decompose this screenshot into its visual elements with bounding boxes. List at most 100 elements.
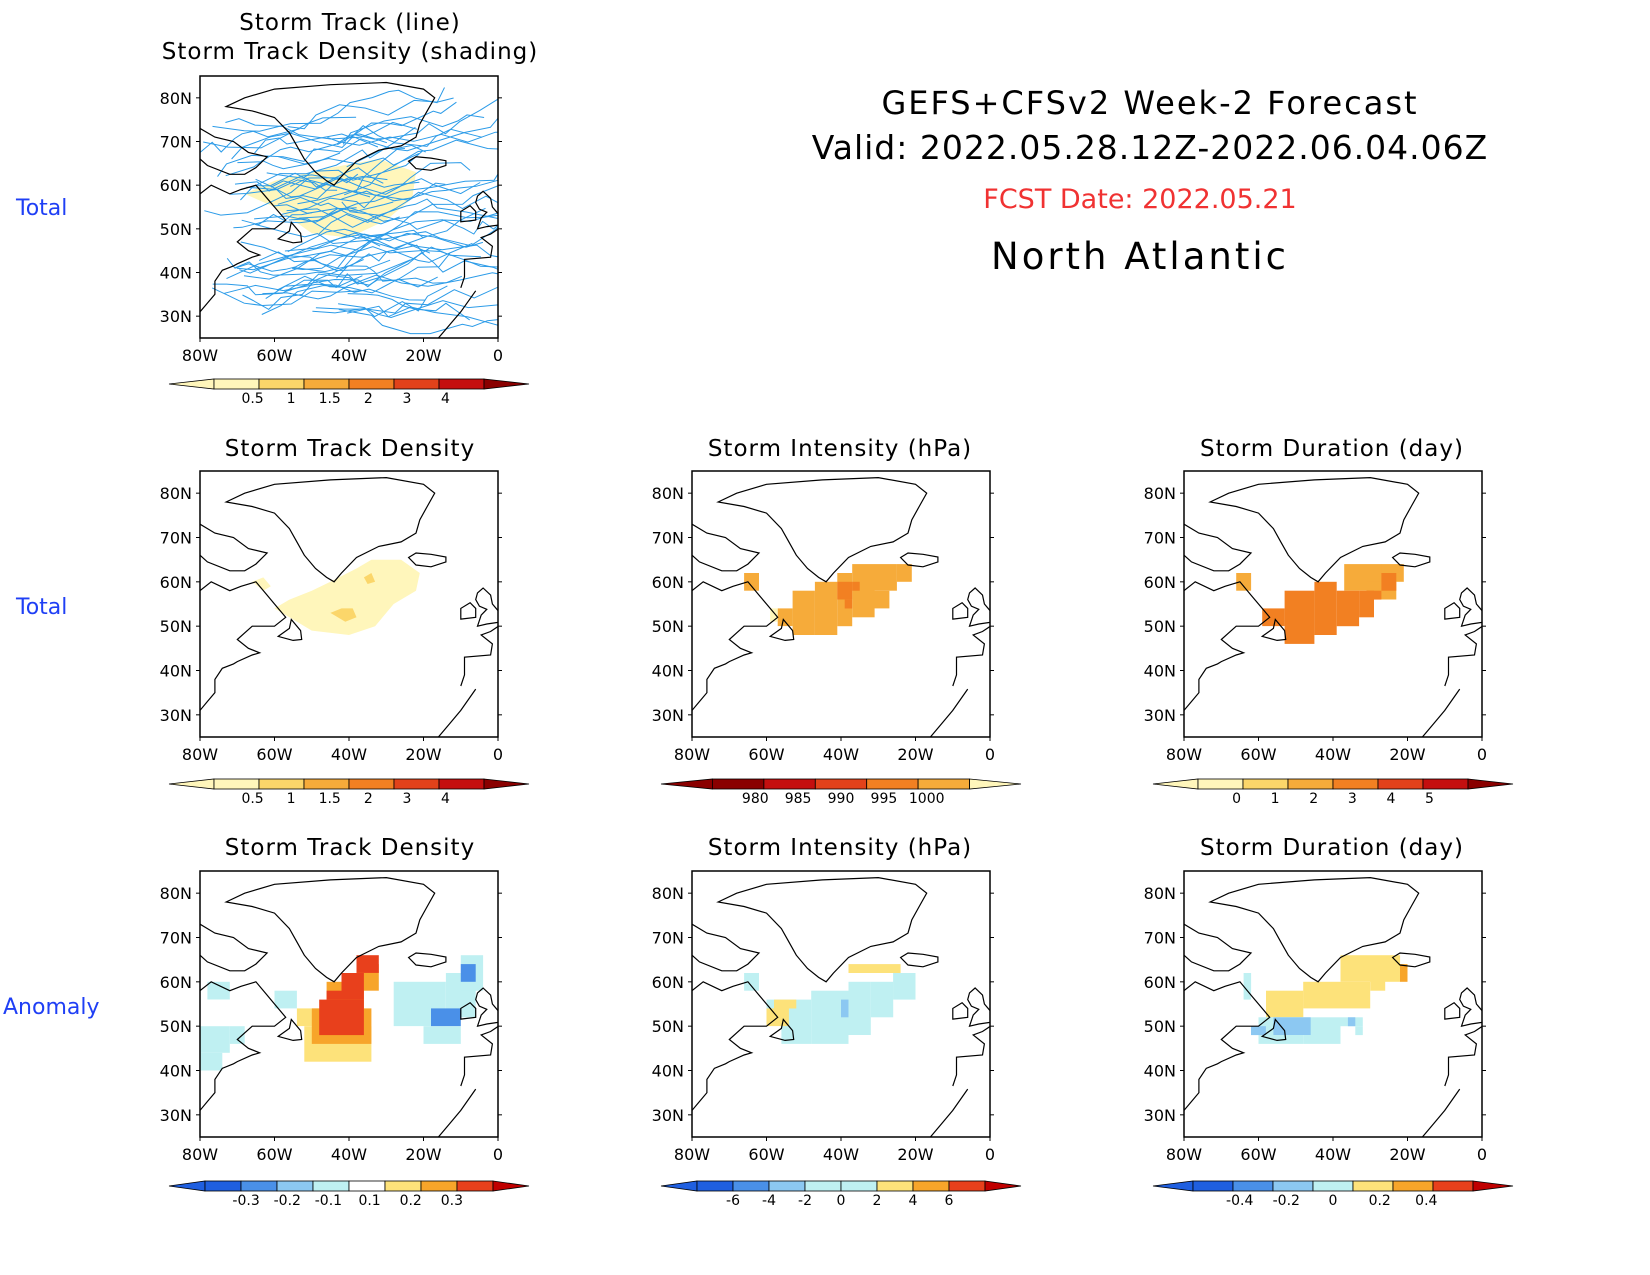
lat-tick-label: 40N bbox=[160, 1062, 192, 1081]
colorbar-segment bbox=[393, 778, 440, 790]
colorbar-segment bbox=[1192, 1180, 1234, 1192]
lat-tick-label: 50N bbox=[1144, 617, 1176, 636]
shade-cell bbox=[431, 1008, 461, 1027]
intensity-cell-weak bbox=[770, 608, 778, 622]
colorbar-segment bbox=[876, 1180, 914, 1192]
panel-title-intensity-anom: Storm Intensity (hPa) bbox=[707, 835, 973, 861]
colorbar-segment bbox=[348, 378, 395, 390]
scandinavia-outline bbox=[1501, 555, 1520, 591]
shade-cell bbox=[770, 608, 778, 622]
storm-track bbox=[240, 238, 431, 269]
baffin-outline bbox=[692, 523, 761, 572]
storm-track bbox=[225, 118, 418, 140]
storm-track bbox=[233, 207, 357, 229]
colorbar-segment bbox=[393, 378, 440, 390]
colorbar-label: 2 bbox=[364, 391, 373, 407]
lon-tick-label: 80W bbox=[182, 1145, 218, 1164]
lat-tick-label: 30N bbox=[160, 1106, 192, 1125]
storm-track bbox=[327, 131, 498, 146]
lon-tick-label: 60W bbox=[748, 745, 784, 764]
colorbar-segment bbox=[814, 778, 868, 790]
colorbar-label: -0.2 bbox=[274, 1193, 301, 1209]
shade-cell bbox=[460, 964, 476, 982]
colorbar-segment bbox=[213, 778, 260, 790]
colorbar-label: 0.1 bbox=[358, 1193, 380, 1209]
lon-tick-label: 0 bbox=[493, 1145, 503, 1164]
shade-cell bbox=[1347, 1017, 1356, 1027]
colorbar-label: 6 bbox=[945, 1193, 954, 1209]
colorbar-arrow-right bbox=[1467, 778, 1514, 790]
lon-tick-label: 60W bbox=[748, 1145, 784, 1164]
storm-track bbox=[344, 139, 498, 196]
shade-cell bbox=[200, 1026, 230, 1053]
europe-outline bbox=[460, 1025, 498, 1087]
colorbar-label: 0 bbox=[1232, 791, 1241, 807]
baffin-outline bbox=[200, 127, 269, 175]
lon-tick-label: 40W bbox=[1315, 745, 1351, 764]
lon-tick-label: 60W bbox=[256, 346, 292, 365]
lon-tick-label: 60W bbox=[1240, 745, 1276, 764]
colorbar-arrow-right bbox=[969, 778, 1022, 790]
lon-tick-label: 80W bbox=[674, 745, 710, 764]
storm-track bbox=[217, 138, 426, 177]
colorbar-segment bbox=[712, 778, 765, 790]
storm-track bbox=[312, 300, 498, 319]
storm-track bbox=[265, 252, 498, 300]
africa-outline bbox=[929, 688, 969, 737]
colorbar-label: 1000 bbox=[909, 791, 945, 807]
shade-cell bbox=[1243, 973, 1252, 1000]
lon-tick-label: 40W bbox=[331, 346, 367, 365]
colorbar-arrow-left bbox=[660, 778, 713, 790]
colorbar-arrow-right bbox=[483, 778, 530, 790]
colorbar-segment bbox=[768, 1180, 806, 1192]
storm-track bbox=[338, 309, 498, 335]
europe-outline bbox=[460, 625, 498, 687]
colorbar-segment bbox=[258, 378, 305, 390]
panel-title-track-line: Storm Track (line) bbox=[239, 10, 461, 36]
colorbar-arrow-right bbox=[1472, 1180, 1514, 1192]
region-name: North Atlantic bbox=[991, 235, 1289, 278]
colorbar-arrow-left bbox=[1152, 778, 1199, 790]
lon-tick-label: 20W bbox=[1389, 745, 1425, 764]
coastline-duration_total bbox=[1184, 476, 1520, 737]
colorbar-label: 4 bbox=[441, 791, 450, 807]
coastline-density_total bbox=[200, 476, 498, 737]
storm-track bbox=[287, 207, 486, 253]
lat-tick-label: 80N bbox=[652, 884, 684, 903]
lat-tick-label: 30N bbox=[652, 1106, 684, 1125]
colorbar-label: 0.5 bbox=[241, 791, 263, 807]
colorbar-segment bbox=[840, 1180, 878, 1192]
panel-title-density-total: Storm Track Density bbox=[224, 436, 476, 462]
ireland-outline bbox=[460, 204, 477, 223]
storm-track bbox=[234, 259, 411, 276]
storm-tracks bbox=[200, 87, 498, 335]
storm-track bbox=[225, 152, 341, 177]
lat-tick-label: 60N bbox=[1144, 973, 1176, 992]
shade-cell bbox=[341, 973, 364, 1000]
lat-tick-label: 50N bbox=[160, 1017, 192, 1036]
storm-track bbox=[270, 162, 471, 195]
lat-tick-label: 80N bbox=[160, 484, 192, 503]
shade-cell bbox=[1262, 608, 1285, 627]
anom-neg-light-west bbox=[200, 981, 297, 1071]
shade-cell bbox=[744, 573, 759, 591]
colorbar-label: 990 bbox=[828, 791, 855, 807]
duration-anom-pos bbox=[1266, 955, 1401, 1018]
britain-outline bbox=[1459, 987, 1482, 1028]
africa-outline bbox=[437, 688, 477, 737]
colorbar-segment bbox=[312, 1180, 350, 1192]
shade-cell bbox=[1355, 1026, 1363, 1036]
newfoundland-outline bbox=[276, 220, 303, 244]
baffin-outline bbox=[200, 923, 269, 972]
storm-track bbox=[254, 185, 498, 223]
lon-tick-label: 40W bbox=[331, 1145, 367, 1164]
colorbar-segment bbox=[1332, 778, 1379, 790]
north-america-outline bbox=[200, 184, 287, 313]
intensity-cells-strong bbox=[837, 581, 860, 609]
storm-track bbox=[254, 211, 498, 245]
lat-tick-label: 70N bbox=[160, 529, 192, 548]
shade-cell bbox=[848, 964, 901, 973]
colorbar-label: -0.2 bbox=[1273, 1193, 1300, 1209]
lat-tick-label: 80N bbox=[1144, 884, 1176, 903]
colorbar-label: 3 bbox=[402, 391, 411, 407]
